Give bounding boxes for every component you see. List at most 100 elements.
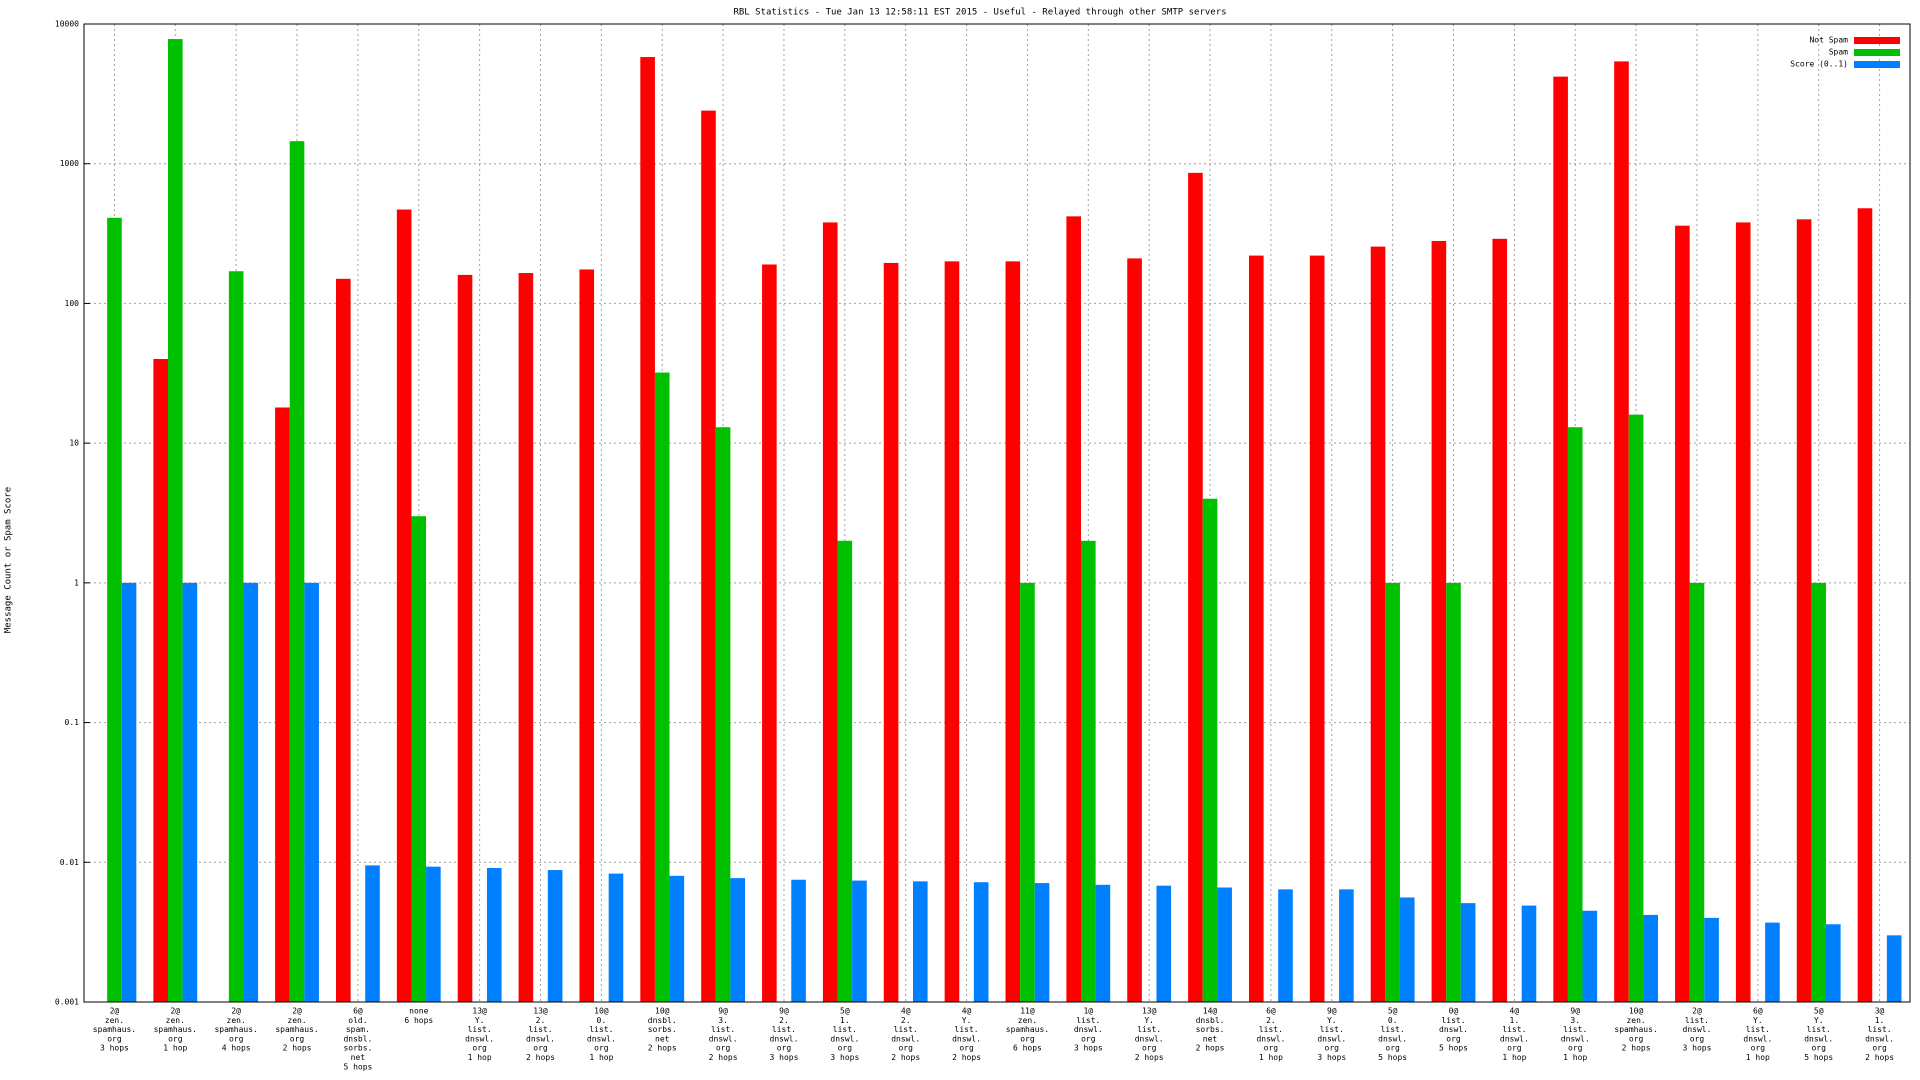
x-tick-label: 4@ xyxy=(901,1007,911,1016)
x-tick-label: org xyxy=(959,1044,974,1053)
x-tick-label: 2. xyxy=(536,1016,546,1025)
bar xyxy=(1005,261,1021,1003)
x-tick-label: org xyxy=(472,1044,487,1053)
bar xyxy=(1446,582,1461,1002)
bar xyxy=(167,39,183,1002)
bar xyxy=(1796,219,1812,1002)
x-tick-label: 2 hops xyxy=(1196,1044,1225,1053)
x-tick-label: 6 hops xyxy=(1013,1044,1042,1053)
x-tick-label: 10@ xyxy=(655,1007,670,1016)
bar xyxy=(1156,885,1172,1002)
bar xyxy=(1521,905,1537,1002)
x-tick-label: 2 hops xyxy=(526,1053,555,1062)
x-tick-label: org xyxy=(168,1034,183,1043)
x-tick-label: zen. xyxy=(105,1016,124,1025)
x-tick-label: list. xyxy=(1137,1025,1161,1034)
x-tick-label: spamhaus. xyxy=(93,1025,136,1034)
x-tick-label: list. xyxy=(1441,1016,1465,1025)
x-tick-label: org xyxy=(1629,1034,1644,1043)
x-tick-label: dnswl. xyxy=(1256,1034,1285,1043)
x-tick-label: dnswl. xyxy=(1378,1034,1407,1043)
x-tick-label: 5 hops xyxy=(1439,1044,1468,1053)
x-tick-label: 3 hops xyxy=(1683,1044,1712,1053)
x-tick-label: list. xyxy=(1746,1025,1770,1034)
x-tick-label: list. xyxy=(1807,1025,1831,1034)
x-tick-label: Y. xyxy=(475,1016,485,1025)
bar xyxy=(153,359,168,1002)
x-tick-label: 0. xyxy=(597,1016,607,1025)
x-tick-label: 3 hops xyxy=(1074,1044,1103,1053)
bar xyxy=(1614,61,1629,1002)
x-tick-label: 9@ xyxy=(718,1007,728,1016)
bar xyxy=(547,870,563,1002)
x-tick-label: 2 hops xyxy=(1622,1044,1651,1053)
bar xyxy=(837,540,853,1002)
bar xyxy=(335,278,351,1002)
x-tick-label: spamhaus. xyxy=(275,1025,318,1034)
x-tick-label: 2 hops xyxy=(1865,1053,1894,1062)
x-tick-label: list. xyxy=(711,1025,735,1034)
x-tick-label: org xyxy=(1507,1044,1522,1053)
bar xyxy=(1689,582,1705,1002)
bar xyxy=(275,407,290,1002)
legend-swatch xyxy=(1854,49,1900,56)
bar xyxy=(1370,246,1386,1003)
x-tick-label: org xyxy=(1690,1034,1705,1043)
x-tick-label: spamhaus. xyxy=(214,1025,257,1034)
x-tick-label: old. xyxy=(348,1016,367,1025)
x-tick-label: 2@ xyxy=(1692,1007,1702,1016)
x-tick-label: 3. xyxy=(1570,1016,1580,1025)
bar xyxy=(1095,884,1111,1002)
y-tick-label: 0.001 xyxy=(55,998,79,1007)
x-tick-label: list. xyxy=(1381,1025,1405,1034)
x-tick-label: list. xyxy=(589,1025,613,1034)
x-tick-label: 5 hops xyxy=(343,1062,372,1071)
x-tick-label: list. xyxy=(955,1025,979,1034)
x-tick-label: zen. xyxy=(1018,1016,1037,1025)
plot-frame xyxy=(83,23,1911,1003)
x-tick-label: 5 hops xyxy=(1804,1053,1833,1062)
x-tick-label: org xyxy=(1385,1044,1400,1053)
x-tick-label: 1. xyxy=(1510,1016,1520,1025)
x-tick-label: 1. xyxy=(840,1016,850,1025)
bar xyxy=(486,868,502,1002)
x-tick-label: list. xyxy=(772,1025,796,1034)
x-tick-label: spamhaus. xyxy=(154,1025,197,1034)
x-tick-label: org xyxy=(777,1044,792,1053)
bar xyxy=(1066,216,1081,1002)
x-tick-label: 2. xyxy=(779,1016,789,1025)
x-tick-label: 9@ xyxy=(779,1007,789,1016)
x-tick-label: 3 hops xyxy=(1317,1053,1346,1062)
x-tick-label: dnswl. xyxy=(1743,1034,1772,1043)
x-tick-label: org xyxy=(838,1044,853,1053)
x-tick-label: zen. xyxy=(227,1016,246,1025)
x-tick-label: dnswl. xyxy=(1135,1034,1164,1043)
x-tick-label: 2 hops xyxy=(709,1053,738,1062)
x-tick-label: 2. xyxy=(1266,1016,1276,1025)
bar xyxy=(1857,208,1873,1002)
x-tick-label: Y. xyxy=(1144,1016,1154,1025)
x-tick-label: 2@ xyxy=(170,1007,180,1016)
bar xyxy=(973,882,989,1002)
x-tick-label: dnswl. xyxy=(465,1034,494,1043)
x-tick-label: 13@ xyxy=(1142,1007,1157,1016)
x-tick-label: 2 hops xyxy=(1135,1053,1164,1062)
x-tick-label: 4@ xyxy=(1510,1007,1520,1016)
x-tick-label: 2. xyxy=(901,1016,911,1025)
x-tick-label: 6@ xyxy=(1753,1007,1763,1016)
x-tick-label: dnswl. xyxy=(1439,1025,1468,1034)
bar xyxy=(608,873,624,1002)
bar xyxy=(1460,903,1476,1002)
chart-title: RBL Statistics - Tue Jan 13 12:58:11 EST… xyxy=(733,8,1226,18)
legend-label: Spam xyxy=(1829,48,1848,57)
x-tick-label: dnswl. xyxy=(830,1034,859,1043)
x-tick-label: 2@ xyxy=(292,1007,302,1016)
bar xyxy=(1826,924,1841,1002)
bar xyxy=(1431,240,1447,1002)
x-tick-label: 13@ xyxy=(533,1007,548,1016)
x-tick-label: 5@ xyxy=(1388,1007,1398,1016)
bar xyxy=(1765,922,1780,1002)
x-tick-label: 14@ xyxy=(1203,1007,1218,1016)
x-tick-label: none xyxy=(409,1007,428,1016)
x-tick-label: 9@ xyxy=(1570,1007,1580,1016)
